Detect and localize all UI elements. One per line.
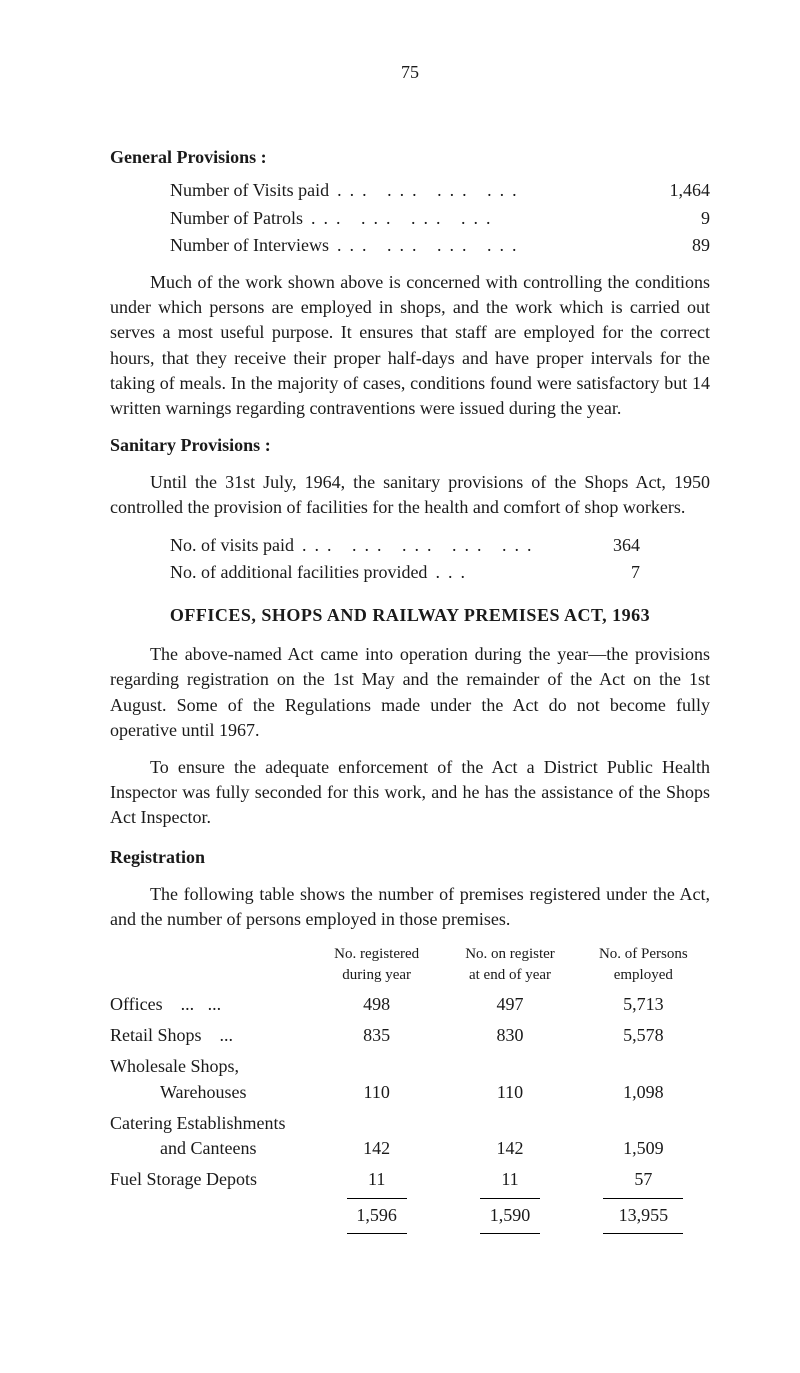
empty-cell <box>577 1111 710 1136</box>
header-text-line1: No. of Persons <box>577 944 710 965</box>
empty-cell <box>443 1111 576 1136</box>
cell: 110 <box>443 1080 576 1105</box>
stat-row: Number of Patrols ... ... ... ... 9 <box>110 206 710 231</box>
dots-leader: ... <box>427 560 631 585</box>
stat-value: 9 <box>650 206 710 231</box>
dots-leader: ... ... ... ... <box>303 206 650 231</box>
row-label-line2: and Canteens <box>110 1136 310 1161</box>
stat-label: Number of Interviews <box>170 233 329 258</box>
row-label-line1: Wholesale Shops, <box>110 1054 310 1079</box>
row-label-line2: Warehouses <box>110 1080 310 1105</box>
table-row: Retail Shops ... 835 830 5,578 <box>110 1023 710 1048</box>
stat-value: 364 <box>613 533 710 558</box>
empty-cell <box>110 1198 310 1233</box>
header-text-line2: during year <box>310 965 443 986</box>
table-row: Warehouses 110 110 1,098 <box>110 1080 710 1105</box>
total-cell: 1,596 <box>310 1198 443 1233</box>
row-label-line1: Catering Establishments <box>110 1111 310 1136</box>
cell: 498 <box>310 992 443 1017</box>
cell: 142 <box>443 1136 576 1161</box>
stat-label: No. of visits paid <box>170 533 294 558</box>
table-row: Offices ... ... 498 497 5,713 <box>110 992 710 1017</box>
registration-table: No. registered during year No. on regist… <box>110 944 710 1234</box>
total-row: 1,596 1,590 13,955 <box>110 1198 710 1233</box>
cell: 11 <box>310 1167 443 1192</box>
offices-act-paragraph-1: The above-named Act came into operation … <box>110 642 710 743</box>
total-cell: 1,590 <box>443 1198 576 1233</box>
stat-label: No. of additional facilities provided <box>170 560 427 585</box>
empty-cell <box>443 1054 576 1079</box>
total-value: 1,596 <box>356 1205 397 1225</box>
header-text-line1: No. registered <box>310 944 443 965</box>
table-row-multiline: Catering Establishments <box>110 1111 710 1136</box>
empty-cell <box>310 1054 443 1079</box>
dots-leader: ... ... ... ... ... <box>294 533 613 558</box>
rule-line <box>347 1233 407 1234</box>
header-cell: No. of Persons employed <box>577 944 710 986</box>
row-label: Fuel Storage Depots <box>110 1167 310 1192</box>
cell: 1,509 <box>577 1136 710 1161</box>
stat-label: Number of Visits paid <box>170 178 329 203</box>
empty-header-cell <box>110 944 310 986</box>
rule-line <box>480 1198 540 1199</box>
stat-row: No. of additional facilities provided ..… <box>110 560 710 585</box>
table-header-row: No. registered during year No. on regist… <box>110 944 710 986</box>
header-cell: No. on register at end of year <box>443 944 576 986</box>
cell: 11 <box>443 1167 576 1192</box>
stat-row: No. of visits paid ... ... ... ... ... 3… <box>110 533 710 558</box>
total-cell: 13,955 <box>577 1198 710 1233</box>
stat-row: Number of Interviews ... ... ... ... 89 <box>110 233 710 258</box>
registration-paragraph: The following table shows the number of … <box>110 882 710 932</box>
cell: 835 <box>310 1023 443 1048</box>
rule-line <box>347 1198 407 1199</box>
stat-value: 1,464 <box>650 178 710 203</box>
offices-act-paragraph-2: To ensure the adequate enforcement of th… <box>110 755 710 831</box>
page-number: 75 <box>110 60 710 85</box>
dots-leader: ... ... ... ... <box>329 233 650 258</box>
row-label: Offices ... ... <box>110 992 310 1017</box>
stat-row: Number of Visits paid ... ... ... ... 1,… <box>110 178 710 203</box>
rule-line <box>603 1233 683 1234</box>
cell: 57 <box>577 1167 710 1192</box>
empty-cell <box>577 1054 710 1079</box>
header-cell: No. registered during year <box>310 944 443 986</box>
dots-leader: ... ... ... ... <box>329 178 650 203</box>
header-text-line1: No. on register <box>443 944 576 965</box>
table-row: Fuel Storage Depots 11 11 57 <box>110 1167 710 1192</box>
row-label: Retail Shops ... <box>110 1023 310 1048</box>
cell: 1,098 <box>577 1080 710 1105</box>
total-value: 13,955 <box>619 1205 669 1225</box>
stat-label: Number of Patrols <box>170 206 303 231</box>
general-provisions-heading: General Provisions : <box>110 145 710 170</box>
table-row: and Canteens 142 142 1,509 <box>110 1136 710 1161</box>
stat-value: 7 <box>631 560 710 585</box>
stat-value: 89 <box>650 233 710 258</box>
general-provisions-paragraph: Much of the work shown above is concerne… <box>110 270 710 421</box>
empty-cell <box>310 1111 443 1136</box>
sanitary-provisions-paragraph: Until the 31st July, 1964, the sanitary … <box>110 470 710 520</box>
header-text-line2: employed <box>577 965 710 986</box>
cell: 497 <box>443 992 576 1017</box>
cell: 5,713 <box>577 992 710 1017</box>
table-row-multiline: Wholesale Shops, <box>110 1054 710 1079</box>
offices-act-heading: OFFICES, SHOPS AND RAILWAY PREMISES ACT,… <box>110 603 710 628</box>
sanitary-provisions-heading: Sanitary Provisions : <box>110 433 710 458</box>
cell: 110 <box>310 1080 443 1105</box>
registration-heading: Registration <box>110 845 710 870</box>
rule-line <box>480 1233 540 1234</box>
rule-line <box>603 1198 683 1199</box>
cell: 830 <box>443 1023 576 1048</box>
cell: 5,578 <box>577 1023 710 1048</box>
total-value: 1,590 <box>490 1205 531 1225</box>
header-text-line2: at end of year <box>443 965 576 986</box>
cell: 142 <box>310 1136 443 1161</box>
